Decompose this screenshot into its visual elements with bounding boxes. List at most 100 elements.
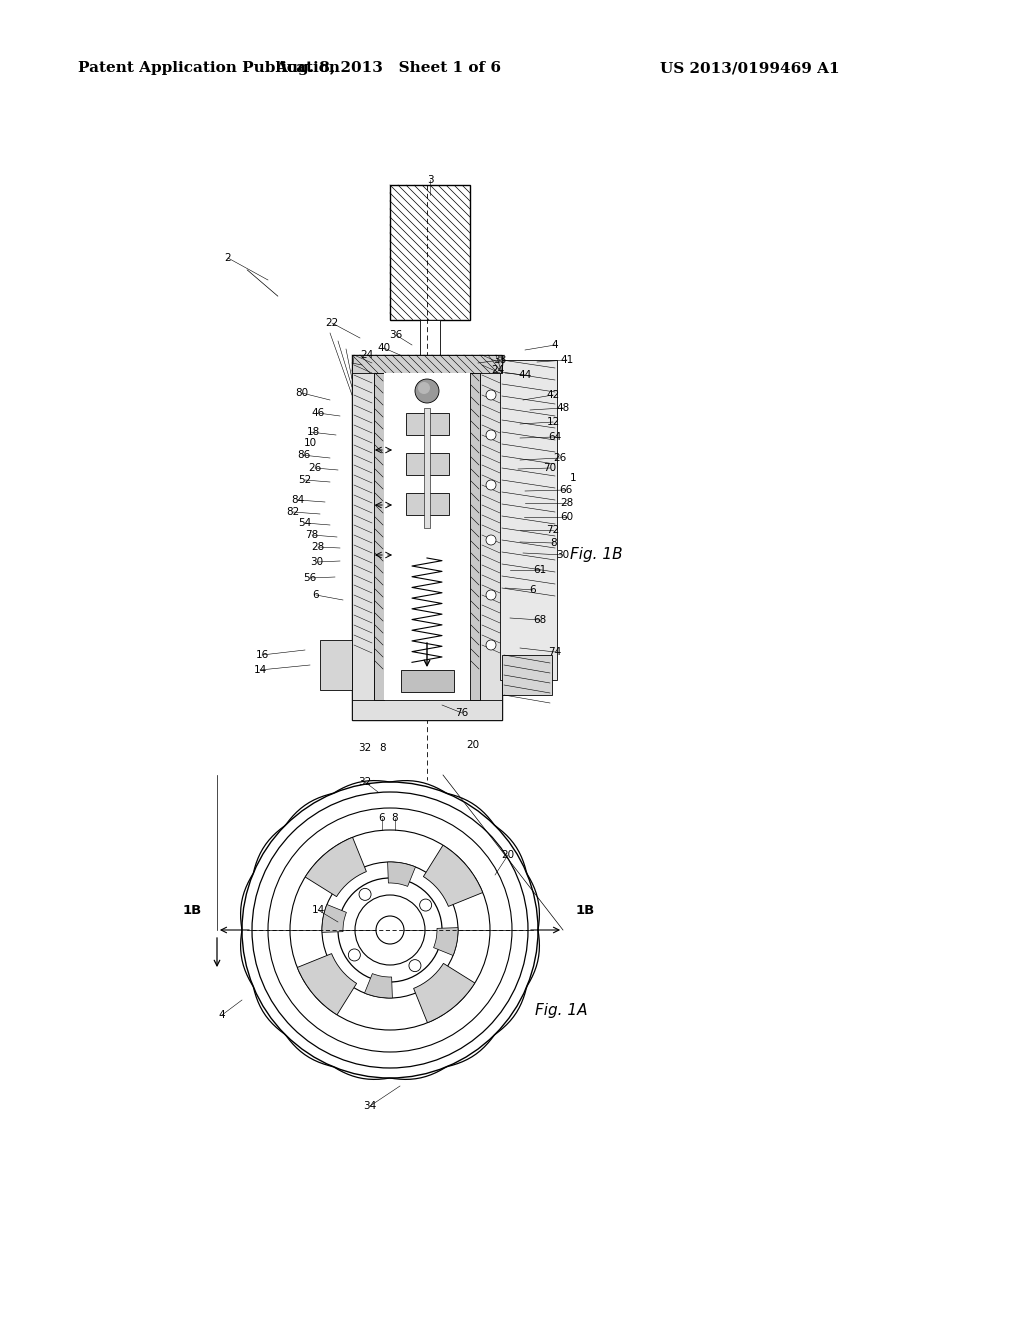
- Text: 3: 3: [427, 176, 433, 185]
- Text: 40: 40: [378, 343, 390, 352]
- Text: 78: 78: [305, 531, 318, 540]
- Bar: [384, 374, 470, 700]
- Text: Aug. 8, 2013   Sheet 1 of 6: Aug. 8, 2013 Sheet 1 of 6: [275, 61, 501, 75]
- Circle shape: [486, 389, 496, 400]
- Circle shape: [486, 430, 496, 440]
- Text: 14: 14: [311, 906, 325, 915]
- Text: 54: 54: [298, 517, 311, 528]
- Bar: [352, 355, 502, 719]
- Circle shape: [486, 535, 496, 545]
- Text: 44: 44: [518, 370, 531, 380]
- Text: 74: 74: [549, 647, 561, 657]
- Wedge shape: [365, 974, 392, 998]
- Text: 6: 6: [312, 590, 319, 601]
- Text: 1B: 1B: [182, 903, 202, 916]
- Text: 34: 34: [364, 1101, 377, 1111]
- Text: 48: 48: [556, 403, 569, 413]
- Text: 82: 82: [287, 507, 300, 517]
- Bar: [502, 655, 552, 696]
- Wedge shape: [305, 837, 367, 896]
- Circle shape: [418, 381, 430, 393]
- Circle shape: [420, 899, 432, 911]
- Bar: [406, 413, 449, 436]
- Text: 86: 86: [297, 450, 310, 459]
- Text: 80: 80: [296, 388, 308, 399]
- Text: 68: 68: [534, 615, 547, 624]
- Text: 24: 24: [360, 350, 374, 360]
- Bar: [420, 319, 440, 363]
- Text: 52: 52: [298, 475, 311, 484]
- Text: 32: 32: [358, 777, 372, 787]
- Circle shape: [415, 379, 439, 403]
- Text: 38: 38: [494, 355, 507, 366]
- Text: 26: 26: [553, 453, 566, 463]
- Circle shape: [348, 949, 360, 961]
- Text: Patent Application Publication: Patent Application Publication: [78, 61, 340, 75]
- Text: 8: 8: [551, 539, 557, 548]
- Text: Fig. 1B: Fig. 1B: [570, 548, 623, 562]
- Text: 14: 14: [253, 665, 266, 675]
- Text: 4: 4: [552, 341, 558, 350]
- Text: 4: 4: [219, 1010, 225, 1020]
- Wedge shape: [414, 964, 475, 1023]
- Text: 30: 30: [556, 550, 569, 560]
- Bar: [424, 408, 430, 528]
- Bar: [352, 355, 374, 719]
- Circle shape: [359, 888, 371, 900]
- Wedge shape: [322, 904, 346, 932]
- Bar: [400, 671, 454, 692]
- Text: 8: 8: [392, 813, 398, 822]
- Text: 6: 6: [529, 585, 537, 595]
- Text: 1B: 1B: [575, 903, 595, 916]
- Text: 72: 72: [547, 525, 560, 535]
- Text: 22: 22: [326, 318, 339, 327]
- Text: 42: 42: [547, 389, 560, 400]
- Text: 24: 24: [492, 366, 505, 375]
- Text: 66: 66: [559, 484, 572, 495]
- Circle shape: [486, 590, 496, 601]
- Text: 36: 36: [389, 330, 402, 341]
- Text: 20: 20: [467, 741, 479, 750]
- Bar: [352, 700, 502, 719]
- Text: 60: 60: [560, 512, 573, 521]
- Text: 10: 10: [303, 438, 316, 447]
- Wedge shape: [388, 862, 416, 887]
- Text: 2: 2: [224, 253, 231, 263]
- Text: 70: 70: [544, 463, 557, 473]
- Wedge shape: [423, 845, 482, 907]
- Text: 6: 6: [379, 813, 385, 822]
- Bar: [480, 355, 502, 719]
- Text: 28: 28: [311, 543, 325, 552]
- Text: US 2013/0199469 A1: US 2013/0199469 A1: [660, 61, 840, 75]
- Text: 12: 12: [547, 417, 560, 426]
- Text: 32: 32: [358, 743, 372, 752]
- Circle shape: [486, 640, 496, 649]
- Text: 8: 8: [380, 743, 386, 752]
- Text: 26: 26: [308, 463, 322, 473]
- Bar: [390, 185, 470, 319]
- Wedge shape: [433, 928, 458, 956]
- Bar: [406, 492, 449, 515]
- Text: 30: 30: [310, 557, 324, 568]
- Text: 84: 84: [292, 495, 304, 506]
- Circle shape: [409, 960, 421, 972]
- Text: 46: 46: [311, 408, 325, 418]
- Circle shape: [376, 916, 404, 944]
- Text: 76: 76: [456, 708, 469, 718]
- Text: 61: 61: [534, 565, 547, 576]
- Bar: [319, 640, 352, 690]
- Wedge shape: [297, 953, 356, 1015]
- Text: 16: 16: [255, 649, 268, 660]
- Bar: [470, 374, 480, 700]
- Text: 20: 20: [502, 850, 515, 861]
- Text: 18: 18: [306, 426, 319, 437]
- Text: 41: 41: [560, 355, 573, 366]
- Bar: [352, 355, 502, 374]
- Text: Fig. 1A: Fig. 1A: [535, 1002, 588, 1018]
- Circle shape: [486, 480, 496, 490]
- Text: 1: 1: [569, 473, 577, 483]
- Bar: [374, 374, 384, 700]
- Bar: [500, 360, 557, 680]
- Bar: [406, 453, 449, 475]
- Text: 56: 56: [303, 573, 316, 583]
